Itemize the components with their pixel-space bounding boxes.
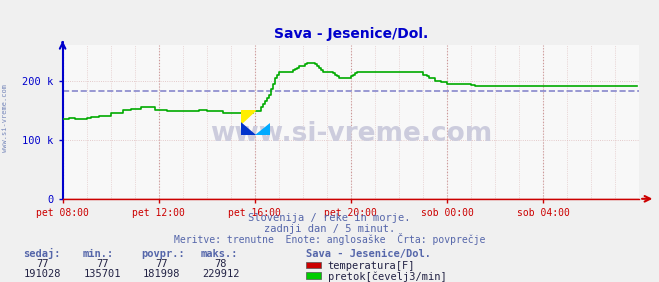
Text: 135701: 135701	[84, 270, 121, 279]
Text: www.si-vreme.com: www.si-vreme.com	[2, 84, 9, 153]
Text: 191028: 191028	[24, 270, 61, 279]
Text: povpr.:: povpr.:	[142, 249, 185, 259]
Text: min.:: min.:	[82, 249, 113, 259]
Text: maks.:: maks.:	[201, 249, 239, 259]
Text: sedaj:: sedaj:	[23, 248, 61, 259]
Text: zadnji dan / 5 minut.: zadnji dan / 5 minut.	[264, 224, 395, 234]
Text: 77: 77	[156, 259, 167, 269]
Text: 229912: 229912	[202, 270, 239, 279]
Polygon shape	[241, 110, 256, 123]
Text: temperatura[F]: temperatura[F]	[328, 261, 415, 271]
Text: Sava - Jesenice/Dol.: Sava - Jesenice/Dol.	[306, 249, 432, 259]
Text: 78: 78	[215, 259, 227, 269]
Text: 77: 77	[96, 259, 108, 269]
Text: Meritve: trenutne  Enote: anglosaške  Črta: povprečje: Meritve: trenutne Enote: anglosaške Črta…	[174, 233, 485, 245]
Text: Slovenija / reke in morje.: Slovenija / reke in morje.	[248, 213, 411, 222]
Polygon shape	[256, 123, 270, 135]
Text: www.si-vreme.com: www.si-vreme.com	[210, 121, 492, 147]
Title: Sava - Jesenice/Dol.: Sava - Jesenice/Dol.	[273, 27, 428, 41]
Polygon shape	[241, 123, 256, 135]
Text: 77: 77	[37, 259, 49, 269]
Text: pretok[čevelj3/min]: pretok[čevelj3/min]	[328, 271, 446, 282]
Text: 181998: 181998	[143, 270, 180, 279]
